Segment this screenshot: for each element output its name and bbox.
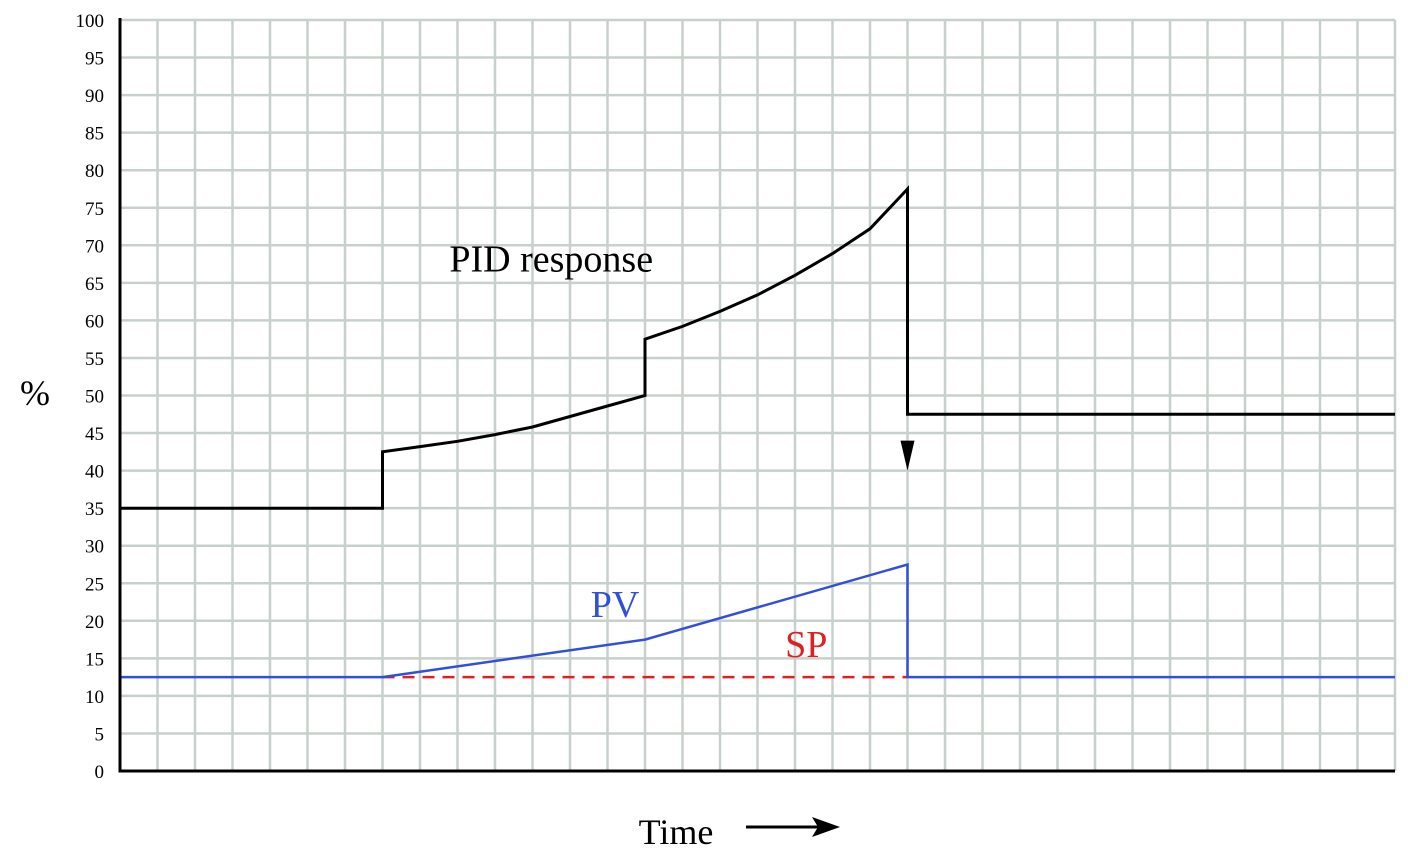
y-tick-label: 5 bbox=[95, 724, 105, 745]
y-tick-label: 80 bbox=[85, 161, 104, 182]
series-label-sp: SP bbox=[785, 624, 827, 666]
y-tick-label: 70 bbox=[85, 236, 104, 257]
series-label-pv: PV bbox=[591, 584, 640, 626]
axes bbox=[118, 18, 1395, 773]
series-line-pv bbox=[120, 562, 1395, 679]
y-tick-label: 45 bbox=[85, 424, 104, 445]
y-tick-label: 30 bbox=[85, 537, 104, 558]
y-tick-label: 40 bbox=[85, 462, 104, 483]
y-tick-label: 20 bbox=[85, 612, 104, 633]
y-tick-label: 85 bbox=[85, 124, 104, 145]
step-arrowhead-icon bbox=[900, 440, 915, 471]
y-tick-label: 0 bbox=[95, 762, 105, 783]
y-tick-label: 25 bbox=[85, 574, 104, 595]
time-arrow-icon bbox=[746, 817, 840, 837]
y-tick-label: 35 bbox=[85, 499, 104, 520]
y-tick-label: 55 bbox=[85, 349, 104, 370]
y-tick-label: 50 bbox=[85, 387, 104, 408]
y-tick-label: 75 bbox=[85, 199, 104, 220]
y-tick-label: 10 bbox=[85, 687, 104, 708]
y-tick-label: 65 bbox=[85, 274, 104, 295]
y-tick-label: 100 bbox=[76, 11, 105, 32]
series-label-pid-response: PID response bbox=[449, 239, 653, 281]
y-axis-label: % bbox=[20, 373, 50, 413]
series-labels: PID response PV SP bbox=[449, 239, 827, 666]
grid bbox=[120, 18, 1397, 771]
x-axis-label: Time bbox=[639, 812, 714, 852]
y-tick-label: 95 bbox=[85, 49, 104, 70]
series-layer bbox=[120, 185, 1395, 679]
y-tick-labels: 0 5 10 15 20 25 30 35 40 45 50 55 60 65 70 75 80 85 90 95 10… bbox=[76, 11, 105, 783]
y-tick-label: 60 bbox=[85, 311, 104, 332]
y-tick-label: 90 bbox=[85, 86, 104, 107]
y-tick-label: 15 bbox=[85, 649, 104, 670]
series-line-pid-response bbox=[120, 185, 1395, 510]
